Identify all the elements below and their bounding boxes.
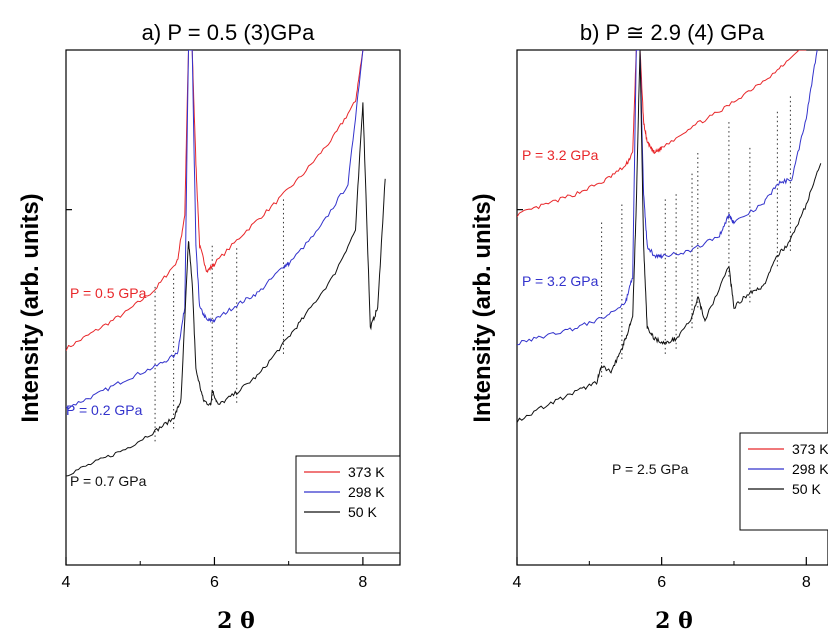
panel-a-x-tick-label: 4 [62,574,71,591]
panel-a-plot-area: 4 6 8 P = 0.5 GPa P = 0.2 GPa P = 0.7 GPa 373 … [62,50,401,591]
panel-a-annotation-50k: P = 0.7 GPa [70,473,147,489]
panel-a-legend-label: 298 K [348,484,385,500]
panel-b-plot-area: 4 6 8 P = 3.2 GPa P = 3.2 GPa P = 2.5 GPa 373 … [513,50,828,591]
panel-a-annotation-298k: P = 0.2 GPa [66,402,143,418]
panel-b-series-298k [517,50,818,346]
panel-b-series-50k [517,50,822,423]
panel-b-annotation-50k: P = 2.5 GPa [612,461,689,477]
panel-a-series-298k [66,50,364,410]
panel-b-x-tick-label: 4 [513,574,522,591]
panel-a-series-373k [66,50,364,352]
panel-b-legend: 373 K 298 K 50 K [748,441,828,497]
panel-a-x-tick-label: 6 [210,574,219,591]
panel-b: b) P ≅ 2.9 (4) GPa 4 6 8 P = 3.2 GPa P = 3.2… [469,20,828,634]
panel-b-plot-frame [516,49,828,566]
panel-b-x-tick-label: 8 [802,574,811,591]
panel-b-series-373k [517,50,807,218]
panel-b-legend-label: 298 K [792,461,828,477]
panel-b-title: b) P ≅ 2.9 (4) GPa [580,20,765,45]
panel-a-legend: 373 K 298 K 50 K [304,464,385,520]
panel-a-legend-label: 50 K [348,504,377,520]
panel-b-legend-label: 50 K [792,481,821,497]
panel-a: a) P = 0.5 (3)GPa 4 6 8 P = 0.5 GPa P = 0.2 … [17,20,401,634]
panel-a-x-tick-label: 8 [358,574,367,591]
panel-b-annotation-373k: P = 3.2 GPa [522,147,599,163]
panel-a-series-50k [66,102,386,477]
panel-b-x-tick-label: 6 [657,574,666,591]
panel-b-y-axis-label: Intensity (arb. units) [469,193,496,422]
panel-b-annotation-298k: P = 3.2 GPa [522,273,599,289]
panel-a-y-axis-label: Intensity (arb. units) [17,193,44,422]
panel-b-legend-label: 373 K [792,441,828,457]
panel-a-plot-frame [65,49,401,566]
panel-a-title: a) P = 0.5 (3)GPa [142,20,315,45]
panel-a-legend-label: 373 K [348,464,385,480]
panel-b-x-axis-label: 2 θ [655,608,693,634]
panel-a-x-axis-label: 2 θ [217,608,255,634]
panel-a-annotation-373k: P = 0.5 GPa [70,285,147,301]
